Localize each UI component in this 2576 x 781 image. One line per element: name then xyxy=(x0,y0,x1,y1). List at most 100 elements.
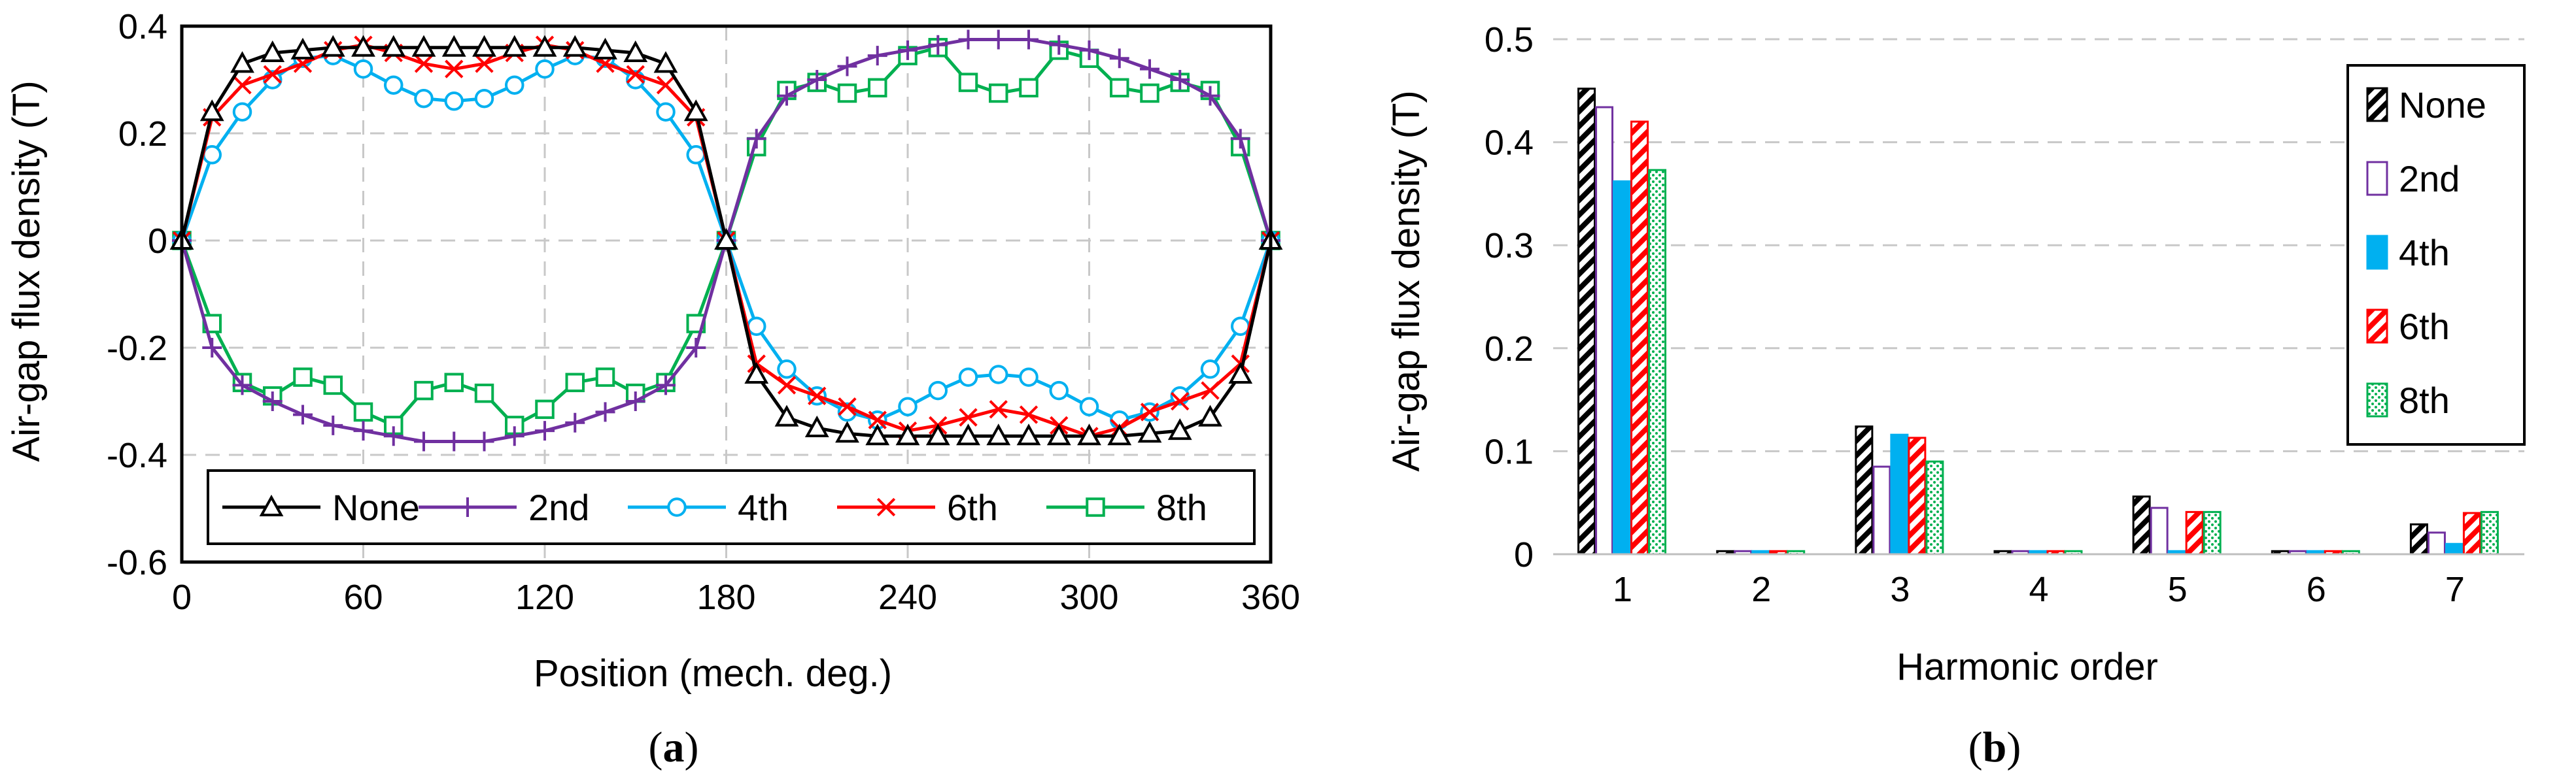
data-point xyxy=(656,375,676,395)
legend-label: None xyxy=(2399,84,2486,125)
legend-swatch xyxy=(2366,382,2388,418)
data-point xyxy=(474,431,494,452)
data-point xyxy=(988,29,1008,50)
bar-8th-h3 xyxy=(1925,460,1944,556)
data-point xyxy=(898,397,918,416)
data-point xyxy=(956,424,980,446)
y-tick-label: 0 xyxy=(1514,535,1534,574)
data-point xyxy=(1171,391,1190,411)
bar-8th-h1 xyxy=(1648,169,1667,556)
data-point xyxy=(1110,78,1129,98)
data-point xyxy=(623,40,648,62)
legend-label: 6th xyxy=(947,487,998,528)
legend-item-6th: 6th xyxy=(2366,306,2450,347)
y-tick-label: 0.5 xyxy=(1485,20,1534,59)
bar-2nd-h1 xyxy=(1595,106,1614,556)
bar-6th-h1 xyxy=(1630,120,1649,556)
data-point xyxy=(1077,424,1101,446)
legend-label: None xyxy=(332,487,420,528)
x-tick-label: 7 xyxy=(2445,570,2465,609)
data-point xyxy=(414,380,434,401)
legend-swatch xyxy=(2366,161,2388,196)
data-point xyxy=(746,129,766,149)
data-point xyxy=(199,99,224,122)
data-point xyxy=(1019,367,1039,387)
panel-a-caption: (a) xyxy=(649,723,699,771)
line-chart-x-ticks: 0 60 120 180 240 300 360 xyxy=(172,578,1300,617)
x-tick-label: 180 xyxy=(696,578,755,617)
data-point xyxy=(1079,40,1099,60)
legend-label: 8th xyxy=(2399,380,2450,421)
line-chart-y-axis-label: Air-gap flux density (T) xyxy=(5,80,48,461)
data-point xyxy=(293,405,313,425)
data-point xyxy=(714,227,738,250)
line-chart-y-ticks: 0.4 0.2 0 -0.2 -0.4 -0.6 xyxy=(107,7,167,582)
x-tick-label: 120 xyxy=(515,578,574,617)
data-point xyxy=(1170,70,1190,90)
bar-chart-x-ticks: 1 2 3 4 5 6 7 xyxy=(1613,570,2465,609)
x-tick-label: 2 xyxy=(1751,570,1771,609)
bar-None-h3 xyxy=(1855,425,1874,556)
data-point xyxy=(260,40,285,62)
data-point xyxy=(381,35,406,57)
data-point xyxy=(320,35,345,57)
y-tick-label: 0.4 xyxy=(1485,124,1534,163)
legend-label: 2nd xyxy=(528,487,589,528)
data-point xyxy=(323,415,343,435)
data-point xyxy=(744,361,769,384)
data-point xyxy=(865,424,890,446)
line-chart-x-axis-label: Position (mech. deg.) xyxy=(534,652,892,695)
data-point xyxy=(458,497,477,517)
data-point xyxy=(1079,397,1099,416)
x-tick-label: 360 xyxy=(1241,578,1300,617)
x-tick-label: 1 xyxy=(1613,570,1632,609)
legend-label: 8th xyxy=(1156,487,1207,528)
bar-None-h7 xyxy=(2409,523,2428,556)
data-point xyxy=(777,86,797,106)
data-point xyxy=(656,102,676,122)
data-point xyxy=(686,338,706,357)
legend-item-4th: 4th xyxy=(628,487,789,528)
data-point xyxy=(989,400,1008,419)
series-None xyxy=(169,35,1283,446)
bar-chart-legend: None 2nd 4th 6th 8th xyxy=(2346,64,2526,446)
data-point xyxy=(1109,48,1129,69)
data-point xyxy=(876,497,896,517)
data-point xyxy=(323,375,343,395)
data-point xyxy=(867,46,887,66)
legend-label: 4th xyxy=(738,487,789,528)
legend-label: 6th xyxy=(2399,306,2450,347)
data-point xyxy=(958,73,978,92)
data-point xyxy=(653,51,678,73)
data-point xyxy=(535,421,555,441)
data-point xyxy=(895,424,920,446)
data-point xyxy=(474,88,494,108)
data-point xyxy=(593,37,617,59)
data-point xyxy=(384,75,404,95)
legend-item-2nd: 2nd xyxy=(2366,158,2460,199)
bar-None-h5 xyxy=(2132,495,2151,556)
legend-swatch xyxy=(2366,308,2388,344)
data-point xyxy=(535,399,555,420)
data-point xyxy=(1049,35,1069,55)
data-point xyxy=(202,338,222,357)
x-tick-label: 4 xyxy=(2029,570,2048,609)
legend-item-8th: 8th xyxy=(1046,487,1207,528)
data-point xyxy=(1228,361,1253,384)
data-point xyxy=(1046,424,1071,446)
y-tick-label: -0.4 xyxy=(107,436,167,475)
data-point xyxy=(989,365,1008,384)
data-point xyxy=(383,426,404,446)
data-point xyxy=(928,380,948,401)
data-point xyxy=(1137,421,1162,443)
legend-label: 4th xyxy=(2399,232,2450,273)
data-point xyxy=(233,76,252,95)
data-point xyxy=(262,391,283,411)
data-point xyxy=(959,408,978,427)
data-point xyxy=(414,431,434,452)
data-point xyxy=(925,424,950,446)
data-point xyxy=(532,35,557,57)
panel-b-caption: (b) xyxy=(1968,723,2021,771)
data-point xyxy=(804,415,829,437)
